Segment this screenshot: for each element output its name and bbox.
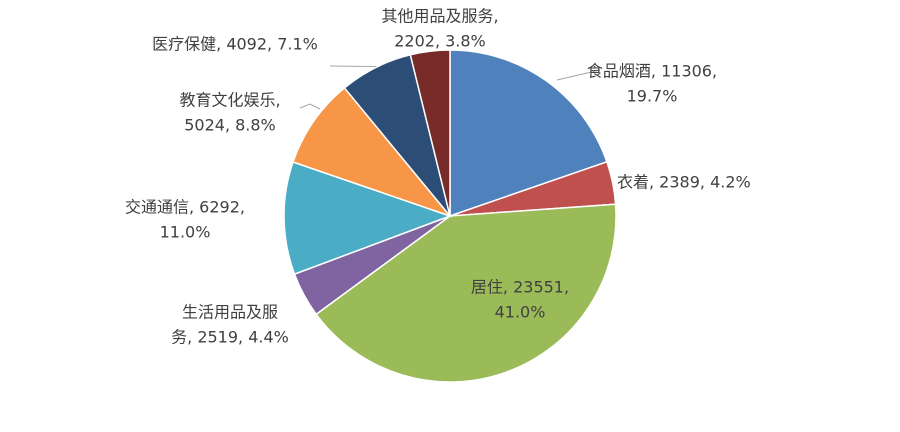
leader-line xyxy=(556,69,601,81)
data-label: 19.7% xyxy=(627,87,678,106)
data-label: 2202, 3.8% xyxy=(394,32,486,51)
data-label: 务, 2519, 4.4% xyxy=(171,328,289,347)
data-label: 11.0% xyxy=(160,223,211,242)
pie-slice xyxy=(283,161,453,276)
data-label: 5024, 8.8% xyxy=(184,116,276,135)
data-label: 生活用品及服 xyxy=(182,303,278,322)
data-label: 交通通信, 6292, xyxy=(125,198,245,217)
leader-line xyxy=(299,103,321,110)
data-label: 教育文化娱乐, xyxy=(179,91,280,110)
pie-slice xyxy=(292,86,453,218)
data-label: 其他用品及服务, xyxy=(381,7,498,26)
data-label: 居住, 23551, xyxy=(471,278,569,297)
data-label: 医疗保健, 4092, 7.1% xyxy=(152,35,318,54)
data-label: 41.0% xyxy=(495,303,546,322)
data-label: 食品烟酒, 11306, xyxy=(587,62,717,81)
pie-slice xyxy=(449,49,608,218)
pie-slice xyxy=(409,49,451,217)
pie-slice xyxy=(315,203,617,383)
data-label: 衣着, 2389, 4.2% xyxy=(617,173,751,192)
